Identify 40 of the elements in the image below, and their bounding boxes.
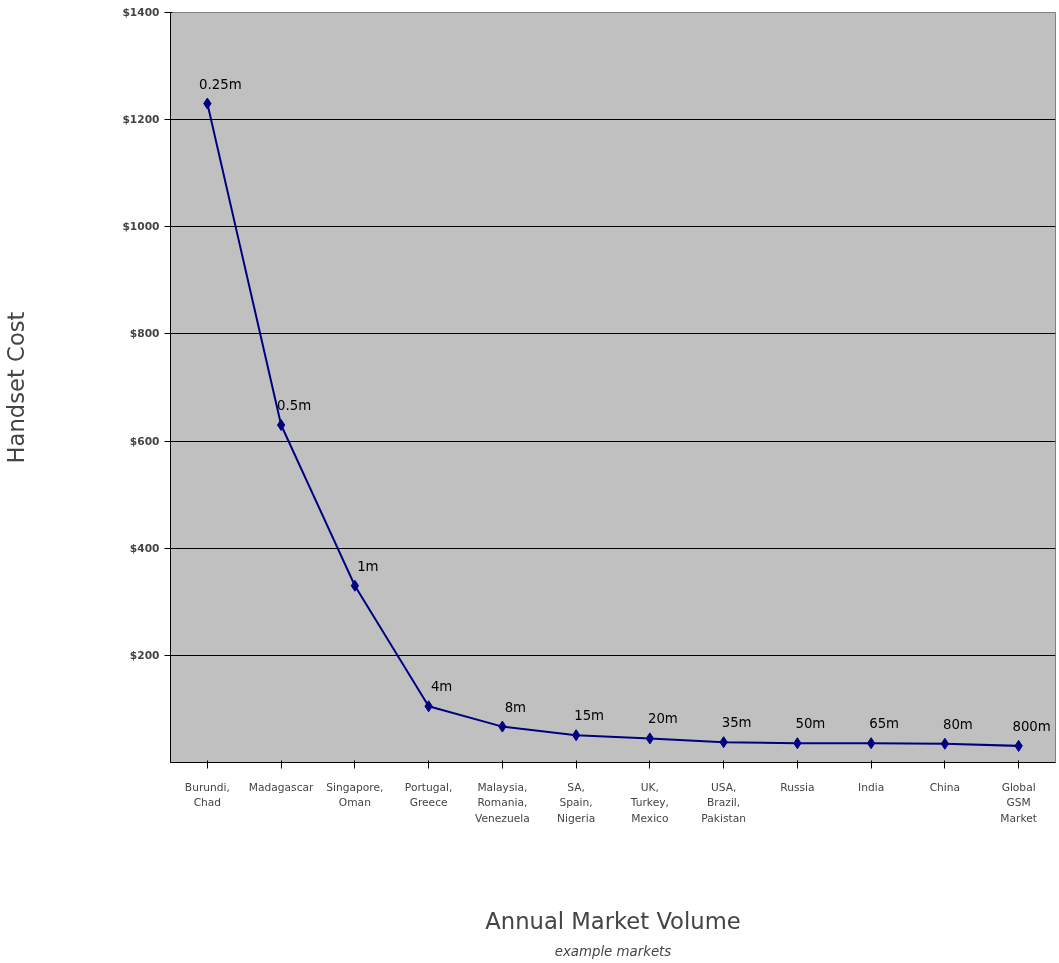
annotation: 15m [574,708,605,724]
y-tick-label: $1400 [122,6,160,19]
y-tick-label: $400 [129,541,160,555]
annotation: 0.25m [199,76,242,92]
point [276,419,286,431]
annotation: 65m [869,716,900,732]
x-axis-title: Annual Market Volume [485,907,741,934]
annotation: 20m [647,711,678,727]
x-tick-label: India [858,780,885,794]
x-tick-label: Malaysia, Romania, Venezuela [475,780,530,825]
x-tick-label: Global GSM Market [1000,780,1037,825]
y-tick-label: $200 [129,648,160,662]
x-tick-label: Russia [780,780,815,794]
x-tick-label: China [929,780,961,794]
x-tick-label: UK, Turkey, Mexico [629,780,669,825]
point [866,737,876,750]
x-tick-label: USA, Brazil, Pakistan [701,780,746,825]
y-tick-label: $600 [129,434,160,448]
annotation: 0.5m [277,398,312,413]
annotation: 4m [430,679,453,695]
y-axis-title: Handset Cost [3,311,30,464]
annotation: 35m [721,715,752,731]
point [350,579,360,592]
x-tick-label: Singapore, Oman [326,780,384,810]
x-tick-label: Portugal, Greece [404,780,453,810]
point [940,737,950,750]
y-tick-label: $1000 [122,220,160,234]
x-tick-label: SA, Spain, Nigeria [557,780,596,825]
x-tick-label: Madagascar [248,780,315,794]
text: example markets [554,943,672,959]
annotation: 1m [357,558,379,574]
x-tick-label: Burundi, Chad [184,780,230,810]
point [571,729,581,742]
point [645,732,655,745]
annotation: 50m [795,716,826,732]
annotation: 8m [504,699,527,715]
annotation: 800m [1012,718,1051,734]
annotation: 80m [942,716,973,732]
y-tick-label: $800 [129,327,160,341]
y-tick-label: $1200 [122,113,160,127]
